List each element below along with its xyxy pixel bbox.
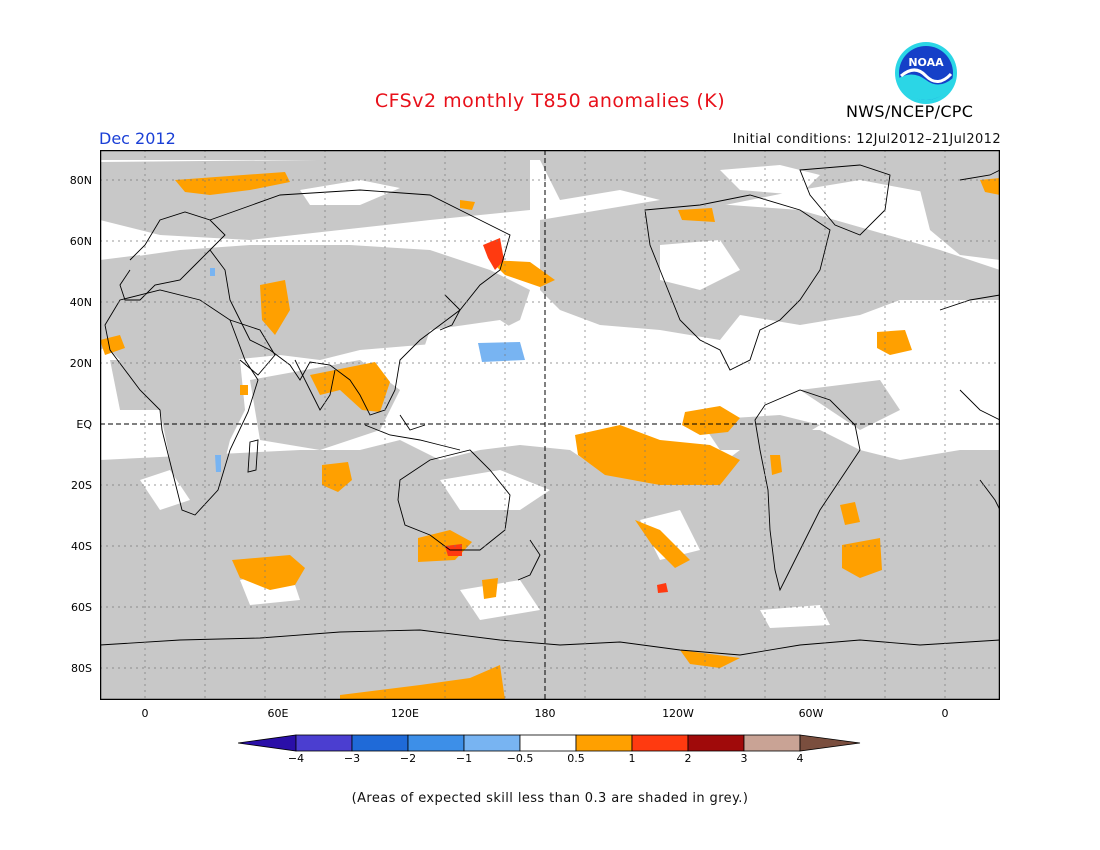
colorbar-bin	[463, 734, 521, 752]
colorbar-label: 2	[684, 752, 692, 765]
colorbar-label: −2	[399, 752, 417, 765]
skill-note: (Areas of expected skill less than 0.3 a…	[351, 791, 749, 806]
colorbar-label: 3	[740, 752, 748, 765]
lon-label-60e: 60E	[267, 707, 289, 720]
lat-label-40s: 40S	[71, 540, 92, 553]
lon-label-120e: 120E	[391, 707, 419, 720]
graticule	[100, 150, 1000, 700]
colorbar-label: −3	[343, 752, 361, 765]
colorbar-label: 1	[628, 752, 636, 765]
lat-label-60s: 60S	[71, 601, 92, 614]
lon-label-0-right: 0	[941, 707, 949, 720]
colorbar-bin	[743, 734, 801, 752]
coastlines	[100, 164, 1000, 656]
lon-label-120w: 120W	[662, 707, 694, 720]
lat-label-eq: EQ	[76, 418, 92, 431]
lat-label-80s: 80S	[71, 662, 92, 675]
colorbar-arrow-low	[238, 734, 297, 752]
colorbar-label: 0.5	[567, 752, 585, 765]
lon-label-180: 180	[534, 707, 556, 720]
colorbar	[238, 734, 861, 752]
initial-conditions: Initial conditions: 12Jul2012–21Jul2012	[732, 132, 1001, 147]
forecast-month: Dec 2012	[99, 129, 176, 148]
lat-label-40n: 40N	[69, 296, 92, 309]
colorbar-label: −4	[287, 752, 305, 765]
colorbar-bin	[687, 734, 745, 752]
colorbar-bin	[407, 734, 465, 752]
map-frame	[100, 150, 1000, 700]
lat-label-20s: 20S	[71, 479, 92, 492]
lat-label-80n: 80N	[69, 174, 92, 187]
colorbar-bin	[575, 734, 633, 752]
cool-anomaly-patches	[210, 268, 525, 472]
colorbar-bin	[519, 734, 577, 752]
lon-label-0: 0	[141, 707, 149, 720]
colorbar-label: −0.5	[506, 752, 534, 765]
anomaly-map	[100, 150, 1000, 700]
noaa-logo: NOAA	[895, 42, 957, 104]
colorbar-bin	[295, 734, 353, 752]
lon-label-60w: 60W	[798, 707, 824, 720]
colorbar-arrow-high	[799, 734, 861, 752]
lat-label-20n: 20N	[69, 357, 92, 370]
colorbar-bin	[351, 734, 409, 752]
noaa-logo-text: NOAA	[908, 56, 944, 69]
colorbar-label: −1	[455, 752, 473, 765]
colorbar-label: 4	[796, 752, 804, 765]
colorbar-bin	[631, 734, 689, 752]
lat-label-60n: 60N	[69, 235, 92, 248]
agency-label: NWS/NCEP/CPC	[846, 102, 974, 121]
map-title: CFSv2 monthly T850 anomalies (K)	[374, 90, 726, 112]
